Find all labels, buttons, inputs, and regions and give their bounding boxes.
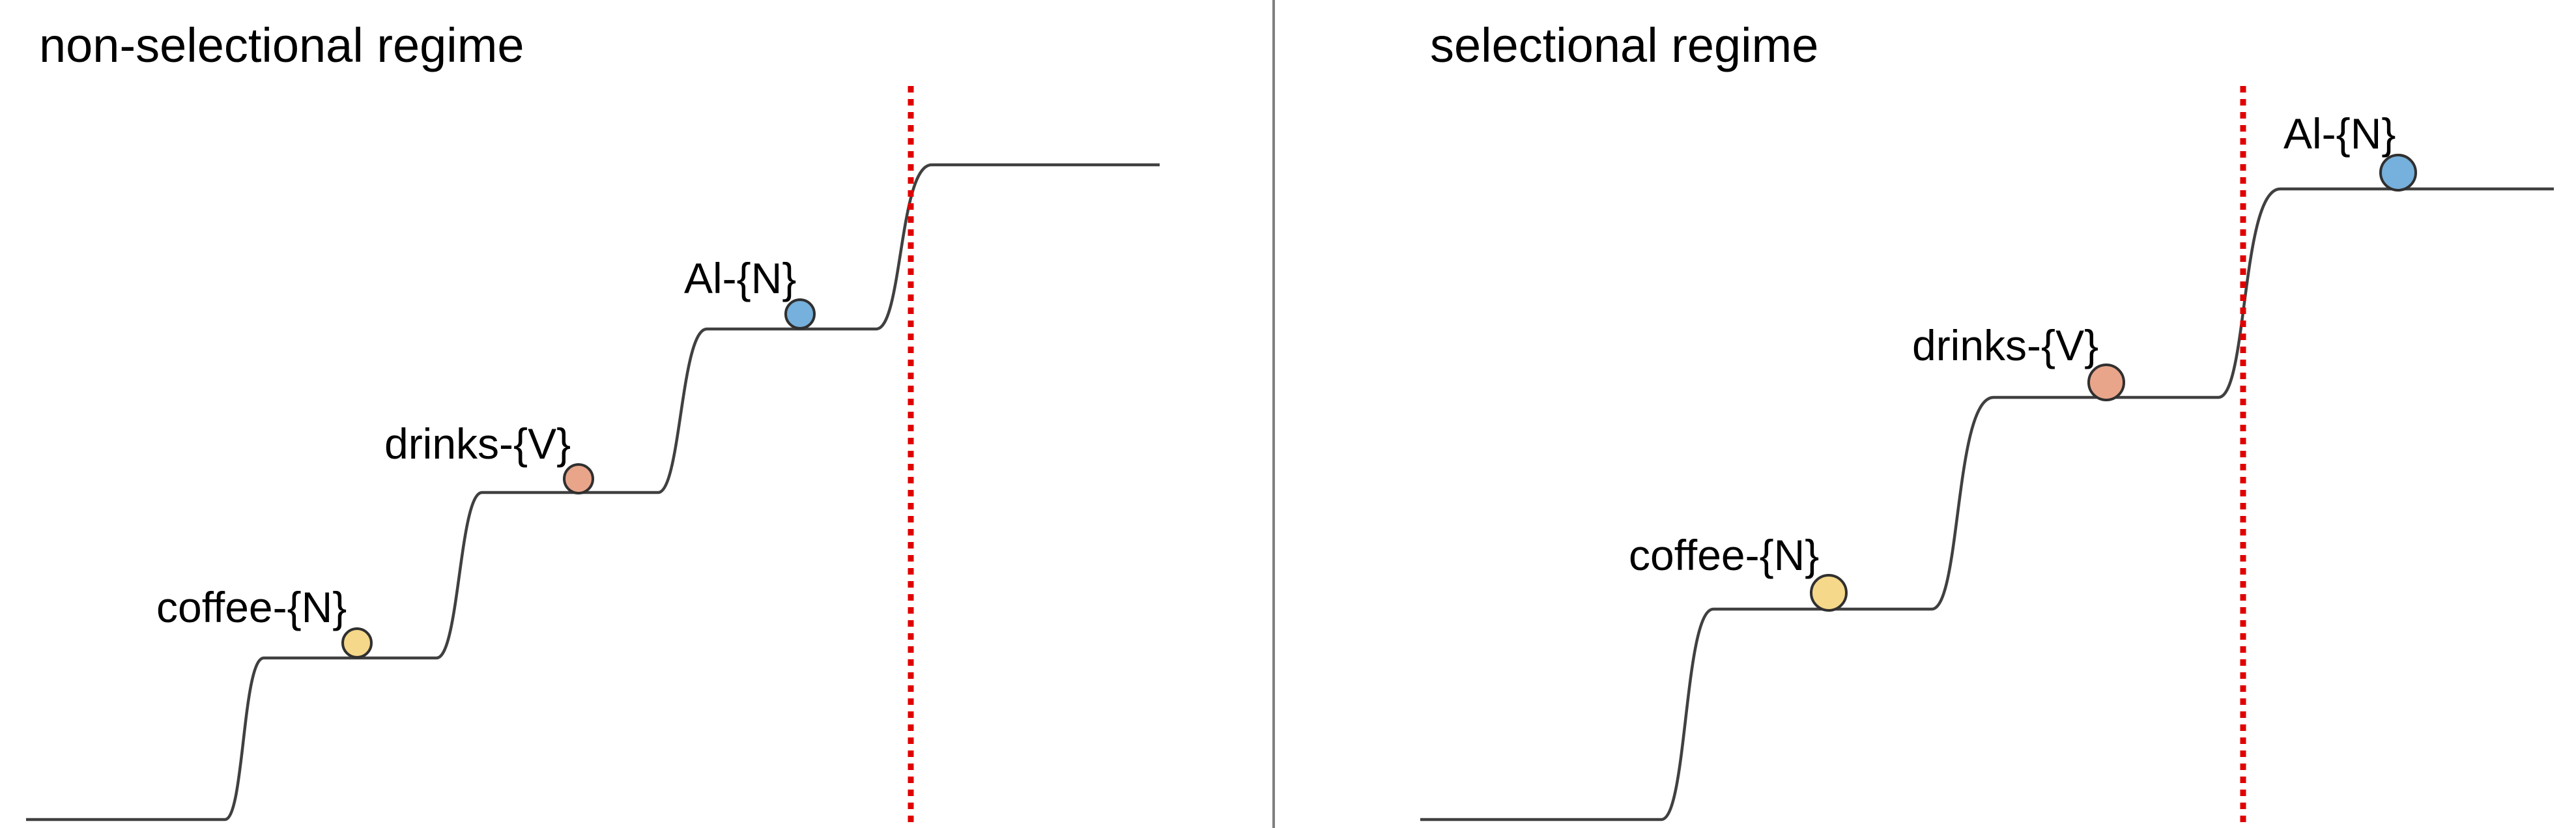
panel-title: non-selectional regime — [39, 18, 524, 72]
staircase-curve — [1420, 187, 2554, 821]
token-marker — [784, 298, 816, 330]
token-label: coffee-{N} — [156, 583, 347, 631]
token-marker — [1810, 574, 1848, 612]
token-label: Al-{N} — [2283, 109, 2396, 158]
token-marker — [2087, 364, 2125, 401]
token-label: Al-{N} — [684, 254, 796, 302]
token-marker — [563, 463, 594, 494]
token-label: drinks-{V} — [1912, 321, 2098, 369]
panel-title: selectional regime — [1430, 18, 1818, 72]
staircase-curve — [26, 163, 1160, 821]
token-label: drinks-{V} — [384, 420, 571, 468]
token-label: coffee-{N} — [1629, 531, 1819, 579]
token-marker — [2379, 154, 2417, 192]
token-marker — [341, 627, 373, 659]
panel-selectional: selectional regime coffee-{N} drinks-{V}… — [1420, 18, 2554, 824]
panel-non-selectional: non-selectional regime coffee-{N} drinks… — [26, 18, 1160, 824]
